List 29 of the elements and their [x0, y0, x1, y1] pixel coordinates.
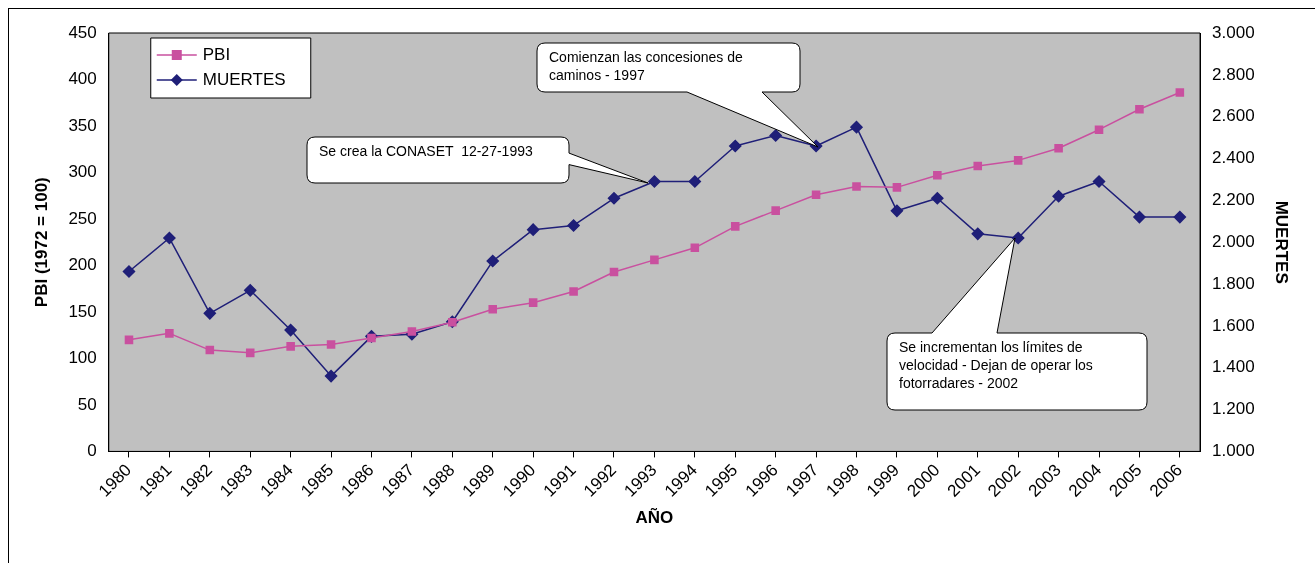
y2-tick-label: 3.000	[1212, 22, 1255, 42]
y2-tick-label: 2.600	[1212, 106, 1255, 126]
y-tick-label: 450	[68, 22, 97, 42]
y2-tick-label: 1.000	[1212, 441, 1255, 461]
y2-tick-label: 2.000	[1212, 231, 1255, 251]
y-tick-label: 100	[68, 348, 97, 368]
legend-label: MUERTES	[202, 69, 286, 89]
y-tick-label: 50	[77, 394, 97, 414]
y-tick-label: 350	[68, 115, 97, 135]
y2-tick-label: 1.800	[1212, 273, 1255, 293]
y2-tick-label: 1.400	[1212, 357, 1255, 377]
annotation: Se incrementan los límites de velocidad - Dejan de operar los fotorradares - 2002	[899, 338, 1094, 392]
y-tick-label: 0	[87, 441, 97, 461]
y-tick-label: 300	[68, 162, 97, 182]
y2-tick-label: 2.200	[1212, 190, 1255, 210]
y-tick-label: 400	[68, 69, 97, 89]
y2-axis-title: MUERTES	[1272, 200, 1292, 284]
y2-tick-label: 1.600	[1212, 315, 1255, 335]
annotation: Se crea la CONASET 12-27-1993	[319, 142, 534, 160]
y-tick-label: 200	[68, 255, 97, 275]
y2-tick-label: 2.400	[1212, 148, 1255, 168]
y2-tick-label: 2.800	[1212, 64, 1255, 84]
y2-tick-label: 1.200	[1212, 399, 1255, 419]
legend-label: PBI	[202, 44, 231, 64]
x-axis-title: AÑO	[635, 507, 674, 528]
y-tick-label: 250	[68, 208, 97, 228]
annotation: Comienzan las concesiones de caminos - 1997	[549, 48, 744, 84]
y-tick-label: 150	[68, 301, 97, 321]
y-axis-title: PBI (1972 = 100)	[31, 177, 51, 308]
